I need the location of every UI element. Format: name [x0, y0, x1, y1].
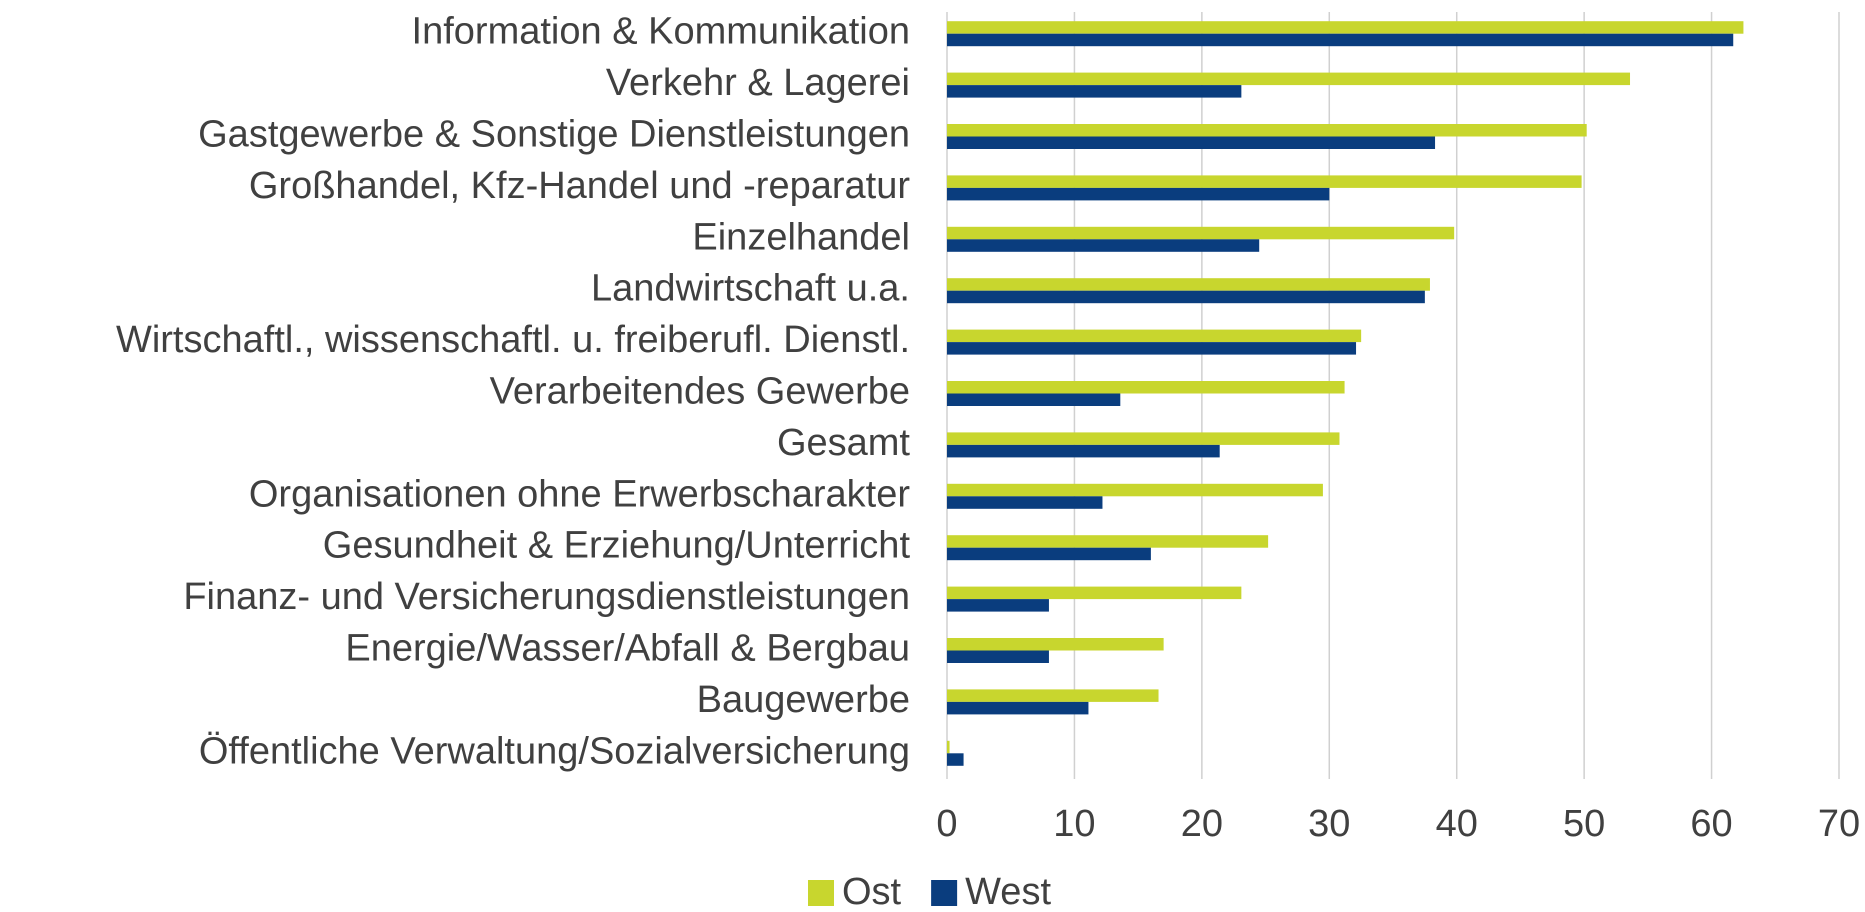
y-tick-label: Gastgewerbe & Sonstige Dienstleistungen	[198, 114, 910, 156]
y-tick-label: Einzelhandel	[692, 216, 910, 258]
bar	[947, 483, 1323, 497]
bar	[947, 187, 1330, 201]
bar	[947, 21, 1744, 34]
bar	[947, 753, 964, 766]
bar	[947, 393, 1121, 406]
y-tick-label: Organisationen ohne Erwerbscharakter	[249, 473, 910, 515]
y-tick-label: Öffentliche Verwaltung/Sozialversicherun…	[199, 730, 910, 772]
x-tick-label: 10	[1053, 803, 1095, 845]
y-tick-label: Großhandel, Kfz-Handel und -reparatur	[249, 165, 910, 207]
legend-swatch	[808, 880, 834, 906]
bar	[947, 85, 1242, 98]
y-tick-label: Finanz- und Versicherungsdienstleistunge…	[183, 576, 910, 618]
bar	[947, 599, 1049, 612]
bar	[947, 342, 1357, 355]
bar	[947, 290, 1425, 304]
y-tick-label: Information & Kommunikation	[412, 11, 910, 53]
x-tick-label: 40	[1436, 803, 1478, 845]
y-tick-label: Verkehr & Lagerei	[606, 62, 910, 104]
bar	[947, 701, 1089, 715]
y-tick-label: Baugewerbe	[697, 679, 910, 721]
bar	[947, 329, 1362, 343]
bar	[947, 432, 1340, 445]
x-tick-label: 60	[1690, 803, 1732, 845]
bar	[947, 226, 1455, 240]
bar	[947, 650, 1049, 663]
y-tick-label: Verarbeitendes Gewerbe	[490, 371, 910, 413]
bar	[947, 535, 1269, 548]
bar	[947, 136, 1436, 149]
bar	[947, 586, 1242, 600]
bar	[947, 496, 1103, 509]
y-tick-label: Gesundheit & Erziehung/Unterricht	[323, 525, 911, 567]
legend-label: West	[965, 871, 1051, 912]
x-tick-label: 0	[936, 803, 957, 845]
y-tick-label: Landwirtschaft u.a.	[591, 268, 910, 310]
bar	[947, 124, 1587, 137]
bar	[947, 381, 1345, 394]
bar	[947, 689, 1159, 702]
bar	[947, 547, 1151, 561]
bar	[947, 638, 1164, 651]
y-tick-label: Wirtschaftl., wissenschaftl. u. freiberu…	[116, 319, 910, 361]
x-tick-label: 20	[1181, 803, 1223, 845]
bar	[947, 72, 1631, 86]
bar	[947, 239, 1260, 252]
bar	[947, 740, 950, 754]
y-tick-label: Gesamt	[777, 422, 910, 464]
x-tick-label: 50	[1563, 803, 1605, 845]
x-tick-label: 70	[1818, 803, 1860, 845]
y-tick-label: Energie/Wasser/Abfall & Bergbau	[345, 628, 910, 670]
bar	[947, 175, 1582, 188]
bar	[947, 278, 1430, 291]
bar	[947, 444, 1220, 458]
legend-label: Ost	[842, 871, 902, 912]
x-tick-label: 30	[1308, 803, 1350, 845]
legend-swatch	[931, 880, 958, 906]
bar	[947, 33, 1734, 47]
